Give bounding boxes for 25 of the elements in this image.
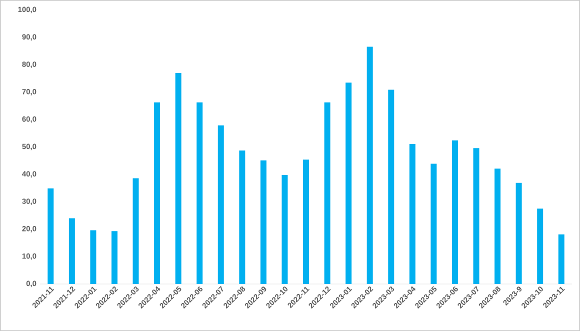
bar: [324, 102, 330, 284]
bar: [346, 82, 352, 284]
bar: [68, 218, 75, 284]
bar: [473, 148, 480, 284]
bar: [260, 160, 266, 284]
bar: [111, 231, 118, 284]
bar: [239, 150, 246, 284]
bar: [132, 178, 139, 284]
bar: [537, 208, 544, 284]
bar: [218, 125, 224, 284]
bar: [558, 234, 564, 284]
bar: [366, 46, 373, 284]
bar: [48, 188, 54, 284]
bar: [196, 102, 203, 284]
bar: [90, 230, 96, 284]
bar: [494, 168, 501, 284]
bar: [303, 160, 310, 284]
bar: [430, 164, 437, 284]
bar: [154, 102, 160, 284]
bar: [516, 182, 522, 284]
bar: [409, 144, 416, 284]
bar: [452, 140, 458, 284]
bar: [388, 90, 394, 284]
bar: [282, 174, 288, 284]
bar: [175, 73, 182, 284]
